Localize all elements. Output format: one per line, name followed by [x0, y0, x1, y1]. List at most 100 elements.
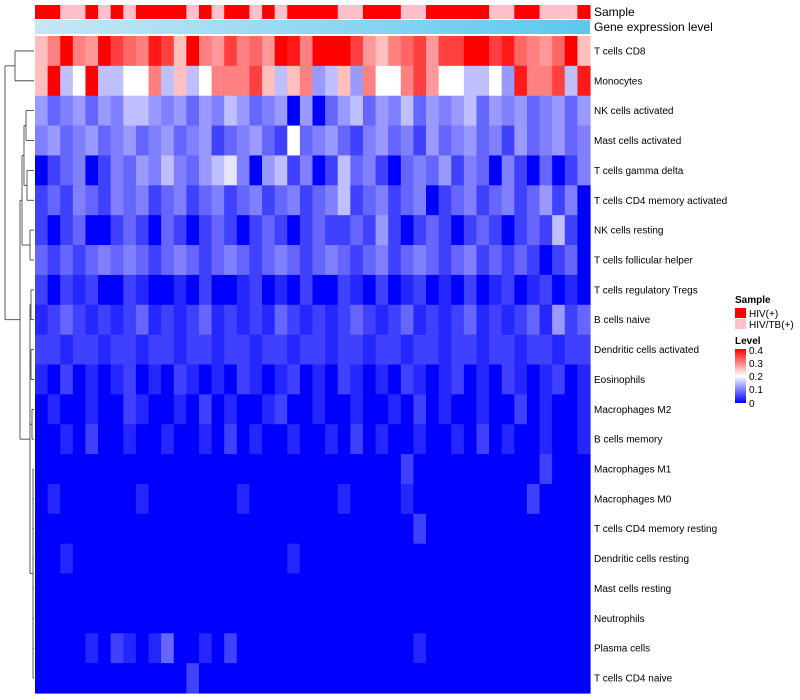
heatmap-cell — [564, 573, 578, 605]
heatmap-cell — [262, 483, 276, 515]
heatmap-cell — [362, 185, 377, 216]
heatmap-cell — [236, 454, 251, 485]
heatmap-cell — [287, 573, 301, 605]
heatmap-cell — [552, 95, 566, 127]
heatmap-cell — [161, 245, 175, 276]
heatmap-cell — [577, 483, 591, 515]
heatmap-cell — [577, 125, 591, 157]
heatmap-cell — [211, 125, 225, 157]
heatmap-cell — [287, 185, 301, 216]
heatmap-cell — [337, 513, 351, 545]
sample-annotation-cell — [47, 5, 61, 19]
heatmap-cell — [552, 573, 566, 605]
heatmap-cell — [274, 394, 288, 425]
heatmap-cell — [47, 245, 61, 276]
heatmap-cell — [35, 36, 49, 67]
heatmap-cell — [236, 215, 251, 246]
heatmap-cell — [287, 155, 301, 186]
heatmap-cell — [110, 483, 124, 515]
heatmap-cell — [388, 304, 402, 336]
heatmap-cell — [539, 483, 553, 515]
heatmap-cell — [438, 483, 452, 515]
heatmap-cell — [451, 543, 465, 575]
heatmap-cell — [98, 245, 112, 276]
heatmap-cell — [350, 454, 364, 485]
heatmap-cell — [476, 95, 490, 127]
heatmap-cell — [501, 155, 515, 186]
heatmap-cell — [173, 483, 187, 515]
heatmap-cell — [148, 155, 162, 186]
heatmap-cell — [224, 573, 238, 605]
heatmap-cell — [350, 155, 364, 186]
heatmap-cell — [249, 334, 263, 366]
heatmap-cell — [262, 95, 276, 127]
heatmap-cell — [211, 513, 225, 545]
heatmap-cell — [35, 155, 49, 186]
heatmap-cell — [426, 185, 440, 216]
heatmap-cell — [526, 155, 541, 186]
heatmap-cell — [173, 155, 187, 186]
heatmap-cell — [47, 125, 61, 157]
heatmap-cell — [426, 274, 440, 306]
heatmap-cell — [110, 454, 124, 485]
heatmap-cell — [476, 155, 490, 186]
heatmap-cell — [539, 155, 553, 186]
heatmap-cell — [287, 663, 301, 694]
heatmap-cell — [514, 513, 528, 545]
heatmap-cell — [173, 364, 187, 395]
heatmap-cell — [98, 125, 112, 157]
heatmap-cell — [577, 274, 591, 306]
heatmap-cell — [198, 573, 213, 605]
heatmap-cell — [35, 424, 49, 455]
heatmap-cell — [262, 274, 276, 306]
heatmap-cell — [564, 513, 578, 545]
heatmap-cell — [426, 424, 440, 455]
heatmap-cell — [123, 483, 137, 515]
heatmap-cell — [337, 573, 351, 605]
heatmap-cell — [514, 483, 528, 515]
heatmap-cell — [110, 663, 124, 694]
heatmap-cell — [72, 513, 87, 545]
heatmap-cell — [337, 424, 351, 455]
heatmap-cell — [110, 95, 124, 127]
heatmap-cell — [161, 483, 175, 515]
row-label: Monocytes — [594, 76, 642, 87]
heatmap-cell — [249, 215, 263, 246]
heatmap-cell — [161, 274, 175, 306]
heatmap-cell — [501, 633, 515, 664]
heatmap-cell — [362, 394, 377, 425]
sample-annotation-cell — [426, 5, 440, 19]
heatmap-cell — [375, 185, 389, 216]
sample-annotation-cell — [350, 5, 364, 19]
row-label: Dendritic cells activated — [594, 345, 699, 356]
heatmap-cell — [413, 483, 427, 515]
heatmap-cell — [249, 155, 263, 186]
legend-tick-04: 0.4 — [749, 346, 763, 357]
row-label: Macrophages M1 — [594, 465, 672, 476]
sample-annotation-cell — [312, 5, 326, 19]
heatmap-cell — [249, 633, 263, 664]
heatmap-cell — [135, 155, 150, 186]
heatmap-cell — [148, 36, 162, 67]
heatmap-cell — [451, 513, 465, 545]
sample-annotation-cell — [375, 5, 389, 19]
heatmap-cell — [514, 334, 528, 366]
heatmap-cell — [173, 603, 187, 634]
heatmap-cell — [438, 95, 452, 127]
heatmap-cell — [72, 543, 87, 575]
heatmap-cell — [489, 274, 503, 306]
heatmap-cell — [552, 483, 566, 515]
heatmap-cell — [110, 633, 124, 664]
legend-tick-02: 0.2 — [749, 372, 763, 383]
legend-tick-0: 0 — [749, 399, 755, 410]
heatmap-cell — [287, 215, 301, 246]
heatmap-cell — [224, 215, 238, 246]
heatmap-cell — [400, 364, 415, 395]
heatmap-cell — [451, 633, 465, 664]
heatmap-cell — [274, 454, 288, 485]
heatmap-cell — [173, 424, 187, 455]
heatmap-cell — [526, 215, 541, 246]
heatmap-cell — [211, 454, 225, 485]
heatmap-cell — [388, 394, 402, 425]
heatmap-cell — [388, 95, 402, 127]
